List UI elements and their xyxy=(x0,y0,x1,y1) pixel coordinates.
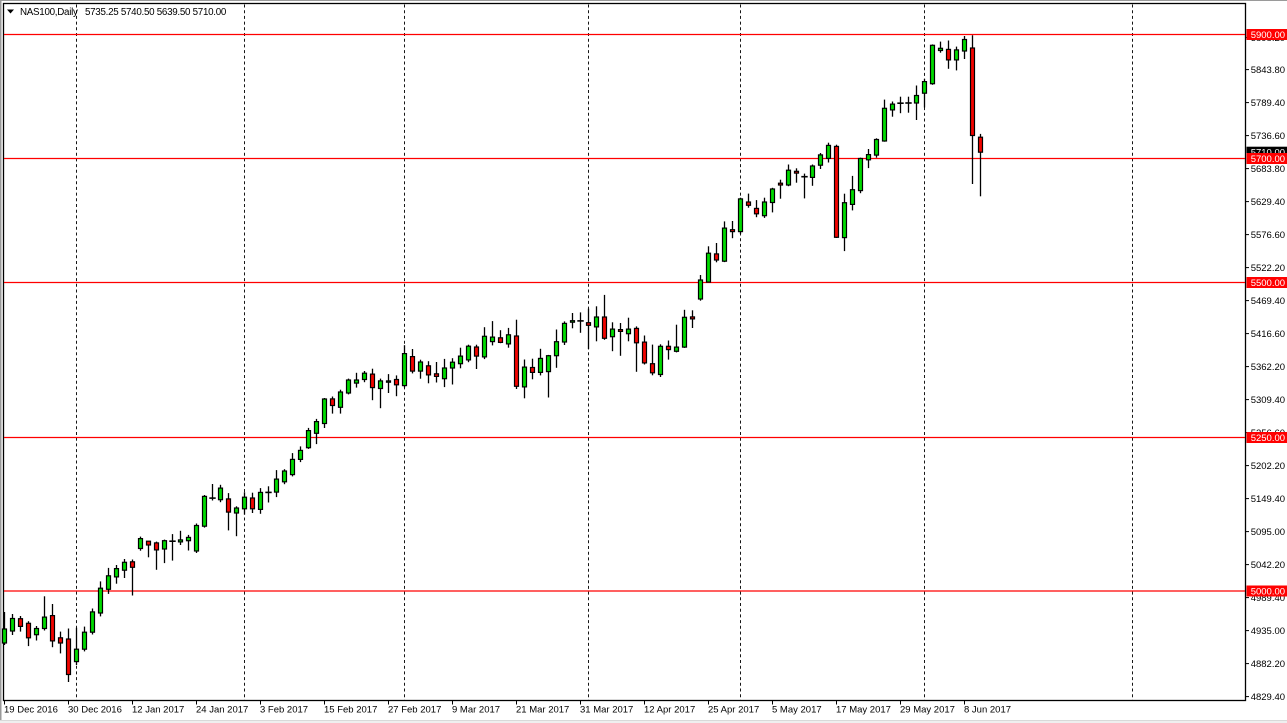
svg-text:17 May 2017: 17 May 2017 xyxy=(836,705,891,716)
svg-text:5843.80: 5843.80 xyxy=(1251,65,1285,76)
svg-text:5362.20: 5362.20 xyxy=(1251,362,1285,373)
svg-text:4829.40: 4829.40 xyxy=(1251,692,1285,703)
svg-text:5 May 2017: 5 May 2017 xyxy=(772,705,822,716)
svg-text:5309.40: 5309.40 xyxy=(1251,395,1285,406)
svg-text:4989.40: 4989.40 xyxy=(1251,593,1285,604)
svg-text:9 Mar 2017: 9 Mar 2017 xyxy=(452,705,500,716)
svg-text:NAS100,Daily 5735.25 5740.50: NAS100,Daily 5735.25 5740.50 5639.50 571… xyxy=(20,7,227,18)
svg-text:24 Jan 2017: 24 Jan 2017 xyxy=(196,705,248,716)
svg-text:15 Feb 2017: 15 Feb 2017 xyxy=(324,705,377,716)
svg-text:5629.40: 5629.40 xyxy=(1251,197,1285,208)
svg-text:5500.00: 5500.00 xyxy=(1251,278,1285,289)
svg-text:5250.00: 5250.00 xyxy=(1251,433,1285,444)
svg-text:5042.20: 5042.20 xyxy=(1251,560,1285,571)
svg-text:5202.20: 5202.20 xyxy=(1251,461,1285,472)
svg-text:5522.20: 5522.20 xyxy=(1251,263,1285,274)
svg-text:3 Feb 2017: 3 Feb 2017 xyxy=(260,705,308,716)
svg-text:5683.80: 5683.80 xyxy=(1251,164,1285,175)
svg-text:5900.00: 5900.00 xyxy=(1251,30,1285,41)
svg-text:5736.60: 5736.60 xyxy=(1251,131,1285,142)
svg-text:21 Mar 2017: 21 Mar 2017 xyxy=(516,705,569,716)
svg-text:5700.00: 5700.00 xyxy=(1251,154,1285,165)
svg-text:12 Jan 2017: 12 Jan 2017 xyxy=(132,705,184,716)
svg-text:5149.40: 5149.40 xyxy=(1251,494,1285,505)
svg-text:12 Apr 2017: 12 Apr 2017 xyxy=(644,705,695,716)
svg-text:5095.00: 5095.00 xyxy=(1251,527,1285,538)
svg-text:29 May 2017: 29 May 2017 xyxy=(900,705,955,716)
svg-text:4882.20: 4882.20 xyxy=(1251,659,1285,670)
svg-text:5416.60: 5416.60 xyxy=(1251,329,1285,340)
svg-text:5469.40: 5469.40 xyxy=(1251,296,1285,307)
svg-text:5000.00: 5000.00 xyxy=(1251,586,1285,597)
svg-text:27 Feb 2017: 27 Feb 2017 xyxy=(388,705,441,716)
svg-text:19 Dec 2016: 19 Dec 2016 xyxy=(4,705,58,716)
svg-text:5576.60: 5576.60 xyxy=(1251,230,1285,241)
svg-text:8 Jun 2017: 8 Jun 2017 xyxy=(964,705,1011,716)
svg-text:5789.40: 5789.40 xyxy=(1251,98,1285,109)
svg-text:4935.00: 4935.00 xyxy=(1251,626,1285,637)
svg-text:25 Apr 2017: 25 Apr 2017 xyxy=(708,705,759,716)
svg-text:30 Dec 2016: 30 Dec 2016 xyxy=(68,705,122,716)
svg-text:31 Mar 2017: 31 Mar 2017 xyxy=(580,705,633,716)
